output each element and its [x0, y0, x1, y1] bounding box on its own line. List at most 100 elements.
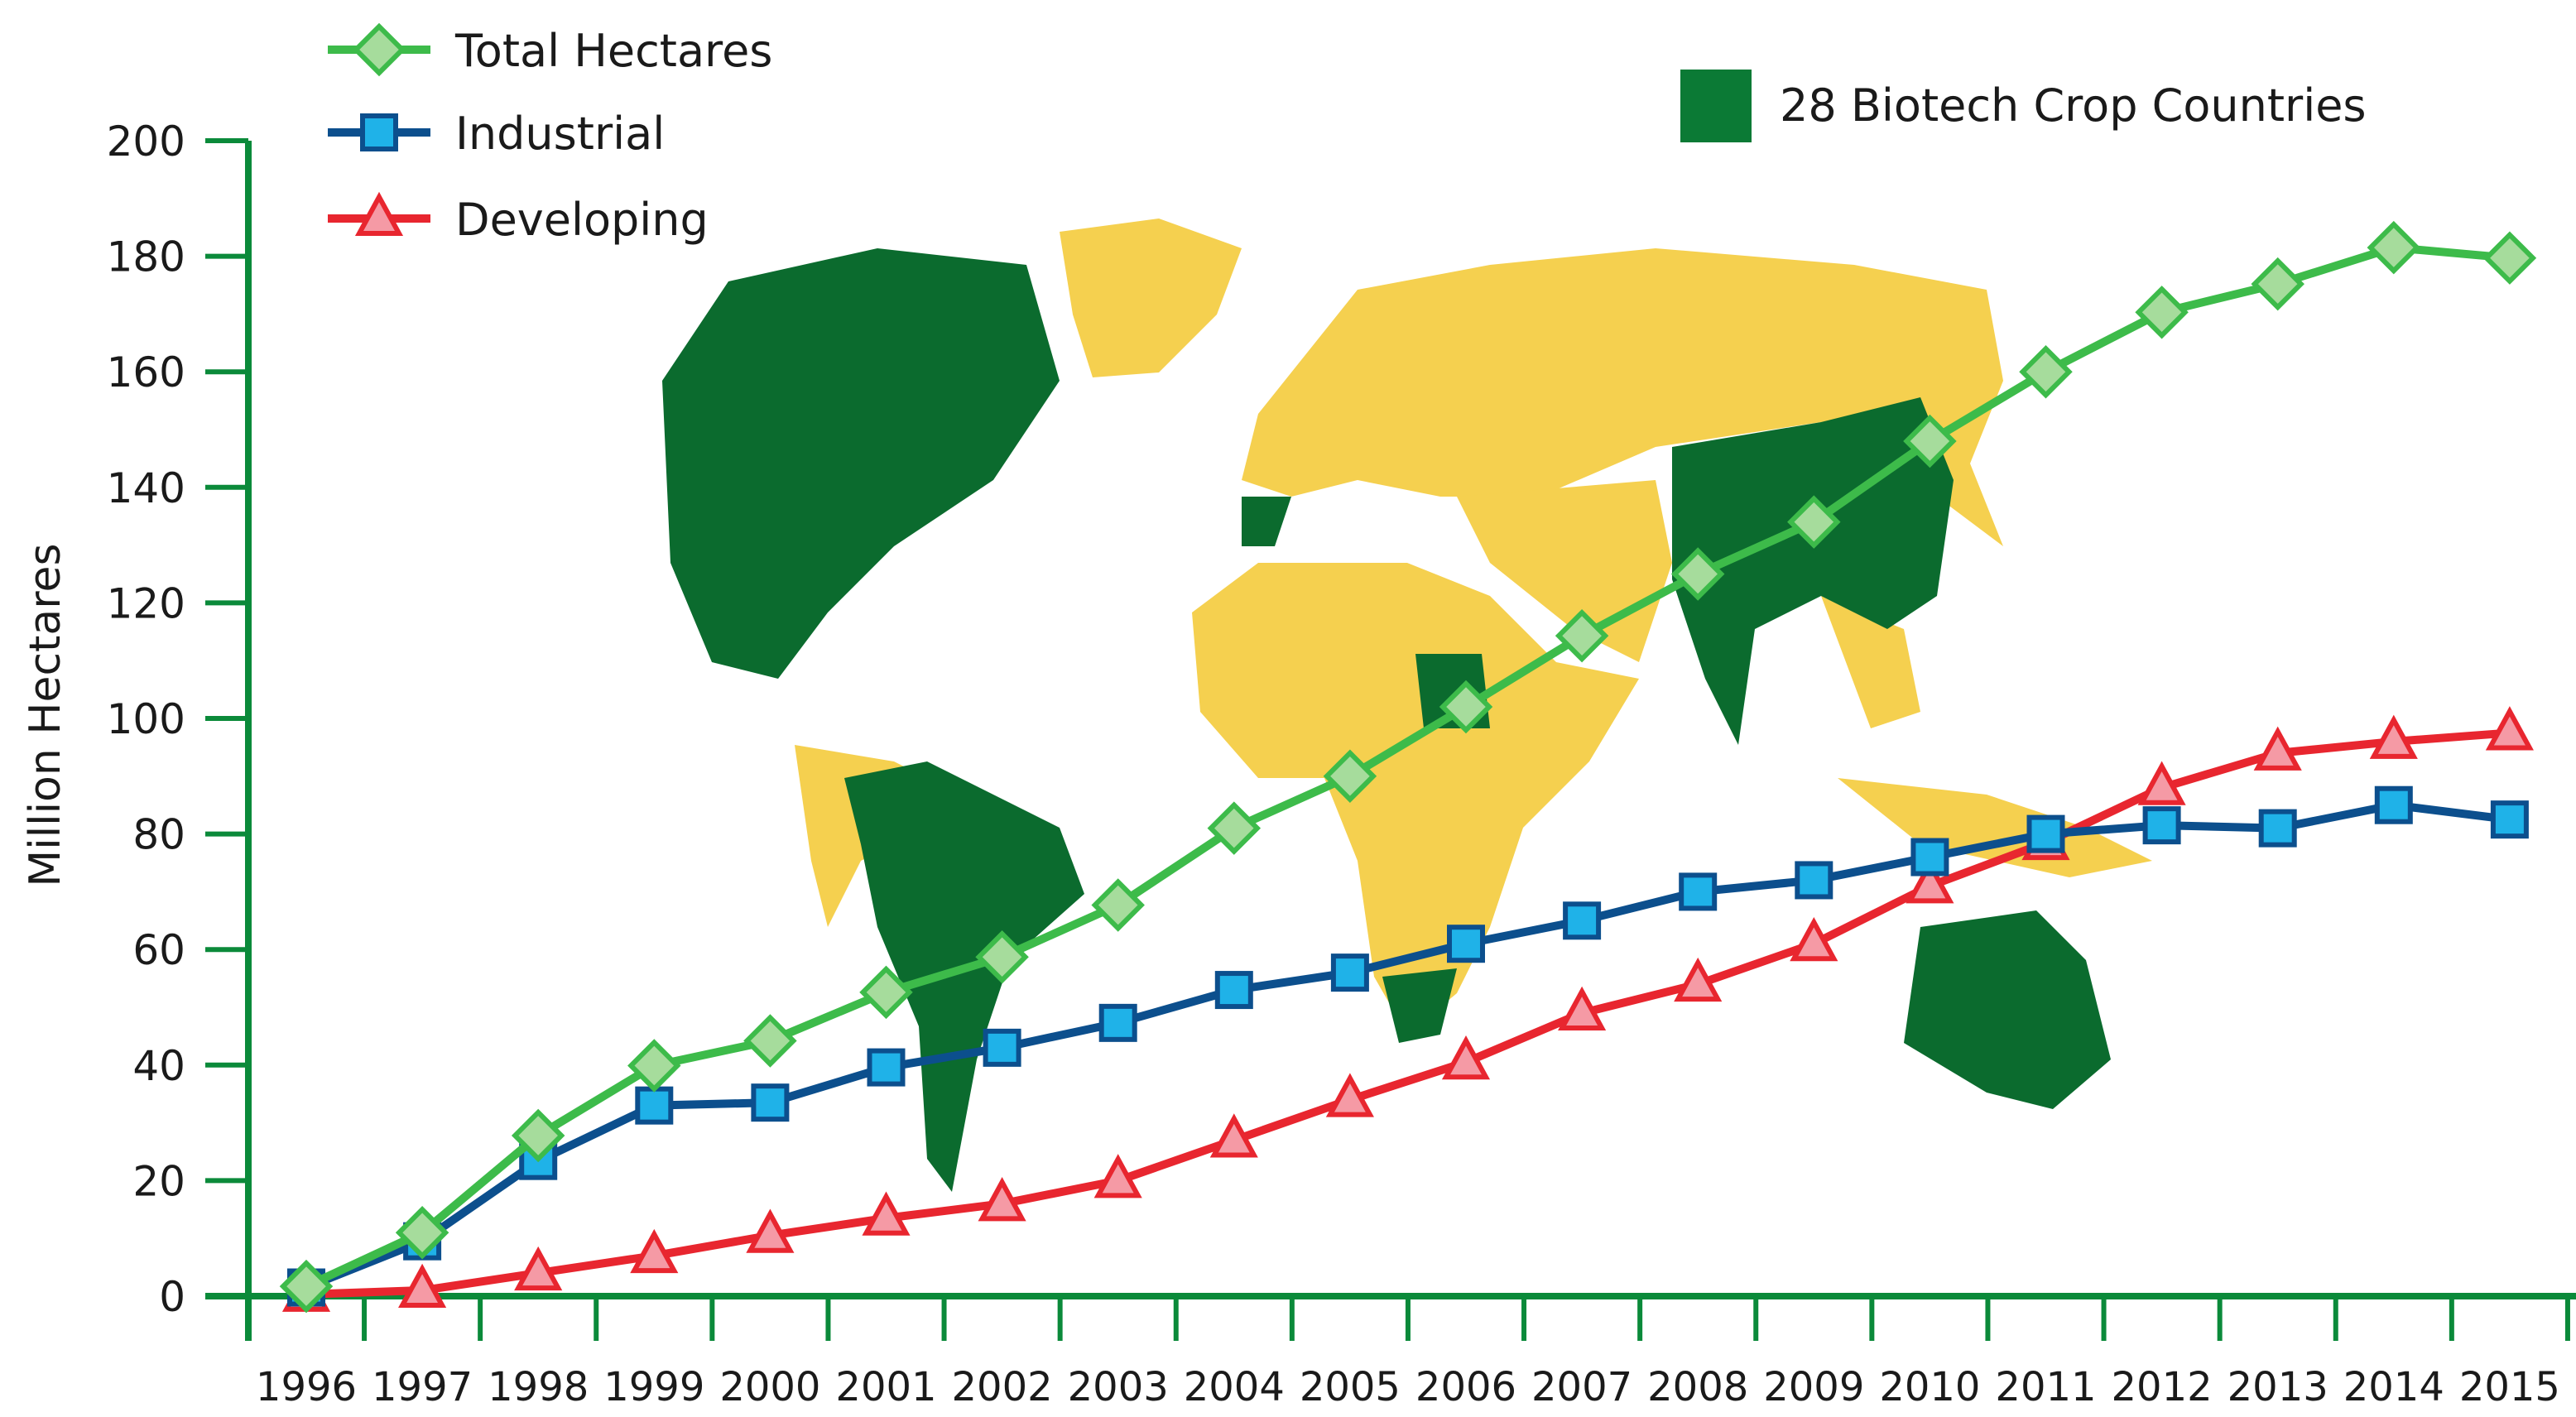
y-tick-label: 40 — [132, 1042, 185, 1090]
data-point-industrial — [2026, 814, 2065, 853]
legend-marker-total-hectares — [352, 22, 406, 77]
data-point-developing — [1558, 986, 1607, 1030]
data-point-developing — [2137, 761, 2186, 805]
data-point-developing — [398, 1263, 447, 1309]
y-tick-label: 100 — [107, 695, 185, 743]
y-tick-label: 60 — [132, 926, 185, 974]
data-point-industrial — [1795, 861, 1833, 900]
axes: 0 20 40 60 80 100 120 140 160 180 200 1996 1997 1998 1… — [107, 118, 2576, 1410]
map-region-greenland — [1060, 219, 1242, 377]
data-point-total-hectares — [395, 1205, 449, 1260]
y-tick-label: 0 — [159, 1273, 185, 1321]
data-point-industrial — [1214, 971, 1253, 1010]
data-point-total-hectares — [2135, 286, 2189, 339]
data-point-developing — [1093, 1154, 1142, 1198]
data-point-total-hectares — [1439, 680, 1493, 734]
y-tick-label: 180 — [107, 233, 185, 281]
series-layer — [279, 220, 2537, 1314]
legend-marker-industrial — [360, 113, 398, 151]
legend-marker-developing — [354, 191, 404, 236]
x-tick-label: 1999 — [603, 1364, 704, 1410]
data-point-industrial — [2374, 785, 2413, 824]
data-point-industrial — [1679, 872, 1718, 911]
data-point-industrial — [1330, 953, 1369, 992]
data-point-total-hectares — [1091, 878, 1145, 932]
x-tick-label: 2012 — [2112, 1364, 2213, 1410]
x-tick-label: 2005 — [1300, 1364, 1401, 1410]
x-tick-label: 2013 — [2228, 1364, 2328, 1410]
data-point-developing — [1790, 916, 1838, 962]
data-point-developing — [746, 1208, 795, 1253]
data-point-total-hectares — [2019, 344, 2073, 399]
x-tick-label: 2008 — [1647, 1364, 1748, 1410]
map-region-southeast-asia — [1821, 596, 1920, 728]
x-tick-label: 1997 — [372, 1364, 473, 1410]
data-point-developing — [1441, 1035, 1491, 1080]
legend-label-developing: Developing — [455, 194, 709, 246]
data-point-industrial — [983, 1028, 1021, 1067]
x-tick-label: 2009 — [1763, 1364, 1864, 1410]
legend: Total Hectares Industrial Developing — [328, 22, 772, 246]
map-region-spain — [1242, 497, 1291, 546]
x-tick-label: 1996 — [256, 1364, 357, 1410]
data-point-industrial — [751, 1083, 790, 1122]
x-tick-label: 2015 — [2459, 1364, 2560, 1410]
data-point-total-hectares — [2367, 220, 2421, 275]
data-point-developing — [978, 1177, 1026, 1222]
y-tick-label: 80 — [132, 811, 185, 859]
data-point-developing — [1906, 859, 1954, 904]
data-point-industrial — [635, 1086, 674, 1125]
data-point-industrial — [2142, 806, 2181, 845]
x-tick-label: 2010 — [1879, 1364, 1980, 1410]
map-region-australia — [1904, 910, 2111, 1109]
data-point-total-hectares — [1670, 547, 1725, 601]
x-tick-label: 2014 — [2343, 1364, 2444, 1410]
data-point-industrial — [1447, 925, 1485, 963]
data-point-total-hectares — [1323, 749, 1377, 804]
x-tick-label: 2000 — [719, 1364, 820, 1410]
y-tick-label: 20 — [132, 1157, 185, 1205]
data-point-total-hectares — [511, 1108, 565, 1163]
data-point-developing — [2369, 714, 2418, 759]
data-point-industrial — [2490, 800, 2529, 839]
data-point-industrial — [1910, 838, 1949, 877]
data-point-industrial — [1098, 1003, 1137, 1042]
biotech-country-label: 28 Biotech Crop Countries — [1780, 79, 2367, 132]
x-tick-label: 2002 — [952, 1364, 1053, 1410]
x-tick-label: 2004 — [1184, 1364, 1285, 1410]
data-point-total-hectares — [627, 1039, 681, 1093]
map-region-indonesia — [1838, 778, 2152, 877]
map-legend: 28 Biotech Crop Countries — [1680, 70, 2367, 142]
data-point-developing — [1209, 1113, 1258, 1158]
data-point-industrial — [867, 1048, 906, 1087]
data-point-developing — [2253, 726, 2302, 771]
world-map-background — [662, 219, 2152, 1192]
data-point-total-hectares — [1555, 608, 1609, 663]
data-point-total-hectares — [1207, 801, 1262, 855]
data-point-total-hectares — [2482, 231, 2537, 285]
data-point-total-hectares — [743, 1014, 797, 1068]
data-point-industrial — [2258, 809, 2297, 848]
data-point-developing — [514, 1246, 563, 1291]
data-point-developing — [2485, 706, 2534, 751]
y-tick-label: 200 — [107, 118, 185, 166]
legend-label-industrial: Industrial — [455, 108, 665, 160]
x-tick-label: 2003 — [1068, 1364, 1169, 1410]
x-tick-label: 2007 — [1531, 1364, 1632, 1410]
map-region-africa — [1192, 563, 1639, 1035]
x-tick-label: 2001 — [835, 1364, 936, 1410]
y-tick-label: 140 — [107, 464, 185, 512]
data-point-developing — [1674, 957, 1723, 1002]
map-region-south-america — [844, 761, 1084, 1192]
data-point-total-hectares — [2251, 257, 2304, 311]
map-region-north-america — [662, 248, 1060, 679]
data-point-industrial — [1563, 901, 1602, 940]
data-point-total-hectares — [1903, 414, 1957, 468]
y-axis-label: Million Hectares — [21, 543, 70, 886]
x-tick-label: 2006 — [1415, 1364, 1516, 1410]
map-region-asia-biotech — [1672, 397, 1954, 745]
y-tick-label: 120 — [107, 579, 185, 627]
x-tick-label: 1998 — [488, 1364, 589, 1410]
data-point-total-hectares — [279, 1259, 334, 1314]
